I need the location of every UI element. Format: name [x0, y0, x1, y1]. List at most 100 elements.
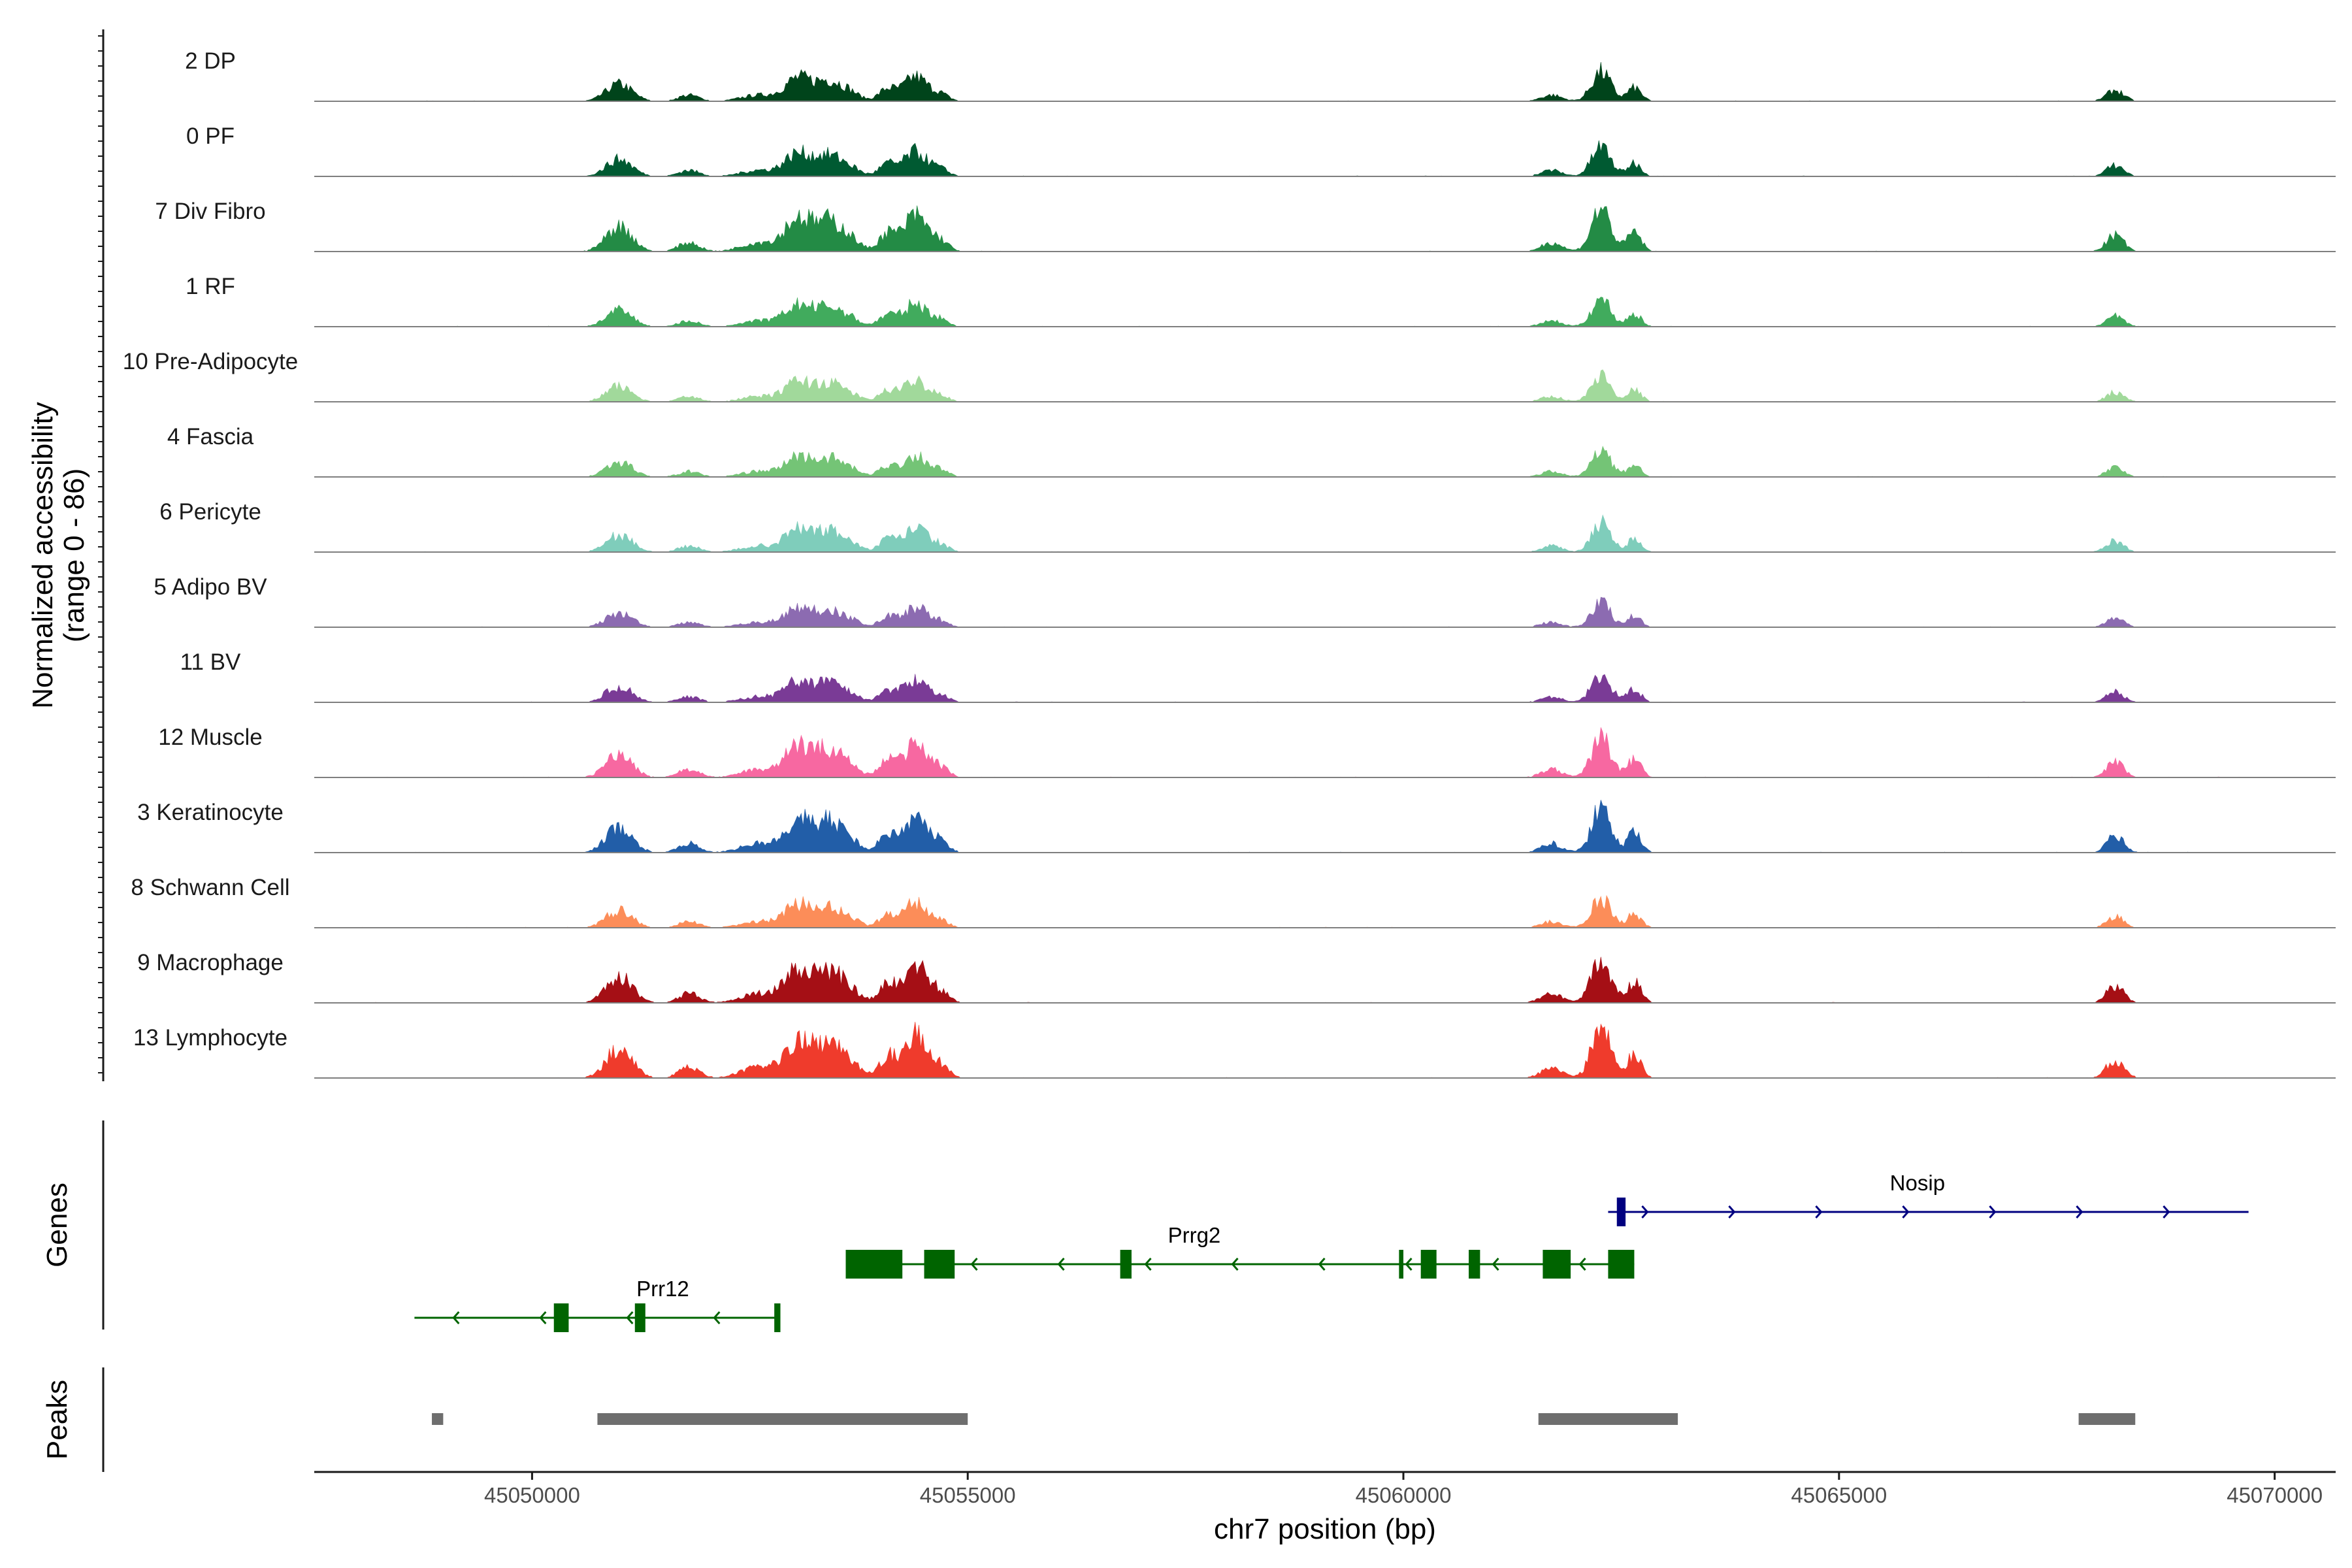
- track-label: 4 Fascia: [167, 424, 254, 449]
- track-1: 0 PF: [186, 123, 2336, 177]
- track-label: 6 Pericyte: [159, 499, 261, 525]
- coverage-area: [314, 61, 2249, 102]
- gene-exon: [845, 1250, 903, 1279]
- track-label: 10 Pre-Adipocyte: [123, 349, 298, 374]
- x-tick-label: 45050000: [484, 1483, 580, 1507]
- gene-label: Prrg2: [1168, 1223, 1221, 1247]
- strand-arrow: [1144, 1258, 1152, 1271]
- track-2: 7 Div Fibro: [155, 199, 2336, 252]
- gene-exon: [634, 1303, 645, 1332]
- gene-prrg2: Prrg2: [845, 1223, 1635, 1279]
- track-5: 4 Fascia: [167, 424, 2336, 478]
- strand-arrow: [2163, 1205, 2170, 1218]
- peak-region: [597, 1413, 968, 1425]
- strand-arrow: [1815, 1205, 1823, 1218]
- gene-label: Prr12: [636, 1277, 689, 1301]
- y-axis-ticks: [98, 35, 103, 1073]
- coverage-area: [314, 674, 2249, 703]
- track-6: 6 Pericyte: [159, 499, 2336, 553]
- coverage-area: [314, 596, 2249, 628]
- track-12: 9 Macrophage: [137, 950, 2336, 1004]
- track-4: 10 Pre-Adipocyte: [123, 349, 2336, 402]
- coverage-area: [314, 369, 2249, 402]
- y-axis: [98, 29, 105, 1081]
- gene-nosip: Nosip: [1608, 1171, 2249, 1226]
- track-13: 13 Lymphocyte: [133, 1021, 2336, 1079]
- coverage-area: [314, 894, 2249, 928]
- strand-arrow: [626, 1311, 634, 1324]
- peak-region: [1538, 1413, 1678, 1425]
- y-axis-title-line1: Normalized accessibility: [27, 402, 59, 708]
- track-label: 13 Lymphocyte: [133, 1025, 287, 1051]
- x-tick-label: 45060000: [1356, 1483, 1452, 1507]
- track-label: 5 Adipo BV: [154, 574, 267, 600]
- strand-arrow: [1902, 1205, 1910, 1218]
- track-11: 8 Schwann Cell: [131, 875, 2336, 928]
- gene-exon: [774, 1303, 781, 1332]
- track-label: 7 Div Fibro: [155, 199, 265, 224]
- track-3: 1 RF: [186, 274, 2336, 327]
- strand-arrow: [713, 1311, 721, 1324]
- gene-exon: [924, 1250, 955, 1279]
- strand-arrow: [1231, 1258, 1239, 1271]
- coverage-area: [314, 446, 2249, 478]
- x-axis-title: chr7 position (bp): [1214, 1513, 1436, 1545]
- y-axis-title-line2: (range 0 - 86): [58, 468, 90, 643]
- track-7: 5 Adipo BV: [154, 574, 2336, 628]
- strand-arrow: [452, 1311, 460, 1324]
- coverage-area: [314, 297, 2249, 327]
- strand-arrow: [1728, 1205, 1736, 1218]
- peak-region: [432, 1413, 444, 1425]
- strand-arrow: [1492, 1258, 1499, 1271]
- track-9: 12 Muscle: [158, 725, 2336, 778]
- track-label: 1 RF: [186, 274, 235, 299]
- strand-arrow: [1989, 1205, 1997, 1218]
- track-10: 3 Keratinocyte: [137, 800, 2336, 853]
- coverage-area: [314, 140, 2249, 177]
- x-tick-label: 45070000: [2227, 1483, 2323, 1507]
- track-8: 11 BV: [180, 649, 2336, 703]
- gene-exon: [1543, 1250, 1571, 1279]
- peak-regions: [432, 1413, 2136, 1425]
- gene-prr12: Prr12: [414, 1277, 781, 1332]
- x-tick-label: 45065000: [1791, 1483, 1887, 1507]
- coverage-area: [314, 800, 2249, 853]
- track-label: 2 DP: [185, 48, 236, 74]
- coverage-area: [314, 514, 2249, 553]
- gene-annotations: Prr12 Prrg2 Nosip: [414, 1171, 2249, 1332]
- peak-region: [2078, 1413, 2136, 1425]
- strand-arrow: [539, 1311, 547, 1324]
- track-label: 8 Schwann Cell: [131, 875, 289, 900]
- coverage-tracks: 2 DP 0 PF 7 Div Fibro 1 RF 10 Pre-Adipocyte 4…: [123, 48, 2336, 1079]
- peaks-panel-title: Peaks: [41, 1380, 73, 1460]
- track-label: 0 PF: [186, 123, 235, 149]
- gene-label: Nosip: [1890, 1171, 1945, 1195]
- track-0: 2 DP: [185, 48, 2336, 102]
- strand-arrow: [2076, 1205, 2083, 1218]
- strand-arrow: [1057, 1258, 1065, 1271]
- genes-panel-title: Genes: [41, 1183, 73, 1267]
- gene-exon: [1399, 1250, 1404, 1279]
- gene-exon: [1469, 1250, 1480, 1279]
- x-axis: 45050000 45055000 45060000 45065000 45070000: [314, 1471, 2336, 1507]
- track-label: 12 Muscle: [158, 725, 263, 750]
- coverage-area: [314, 727, 2249, 778]
- gene-exon: [1420, 1250, 1437, 1279]
- x-tick-label: 45055000: [920, 1483, 1016, 1507]
- strand-arrow: [970, 1258, 978, 1271]
- strand-arrow: [1318, 1258, 1326, 1271]
- gene-exon: [1120, 1250, 1132, 1279]
- track-label: 9 Macrophage: [137, 950, 284, 975]
- strand-arrow: [1578, 1258, 1586, 1271]
- strand-arrow: [1405, 1258, 1413, 1271]
- coverage-area: [314, 956, 2249, 1004]
- coverage-area: [314, 205, 2249, 252]
- coverage-area: [314, 1021, 2249, 1079]
- gene-exon: [1608, 1250, 1635, 1279]
- track-label: 11 BV: [180, 649, 241, 675]
- track-label: 3 Keratinocyte: [137, 800, 284, 825]
- gene-exon: [553, 1303, 569, 1332]
- strand-arrow: [1641, 1205, 1649, 1218]
- gene-exon: [1616, 1198, 1626, 1226]
